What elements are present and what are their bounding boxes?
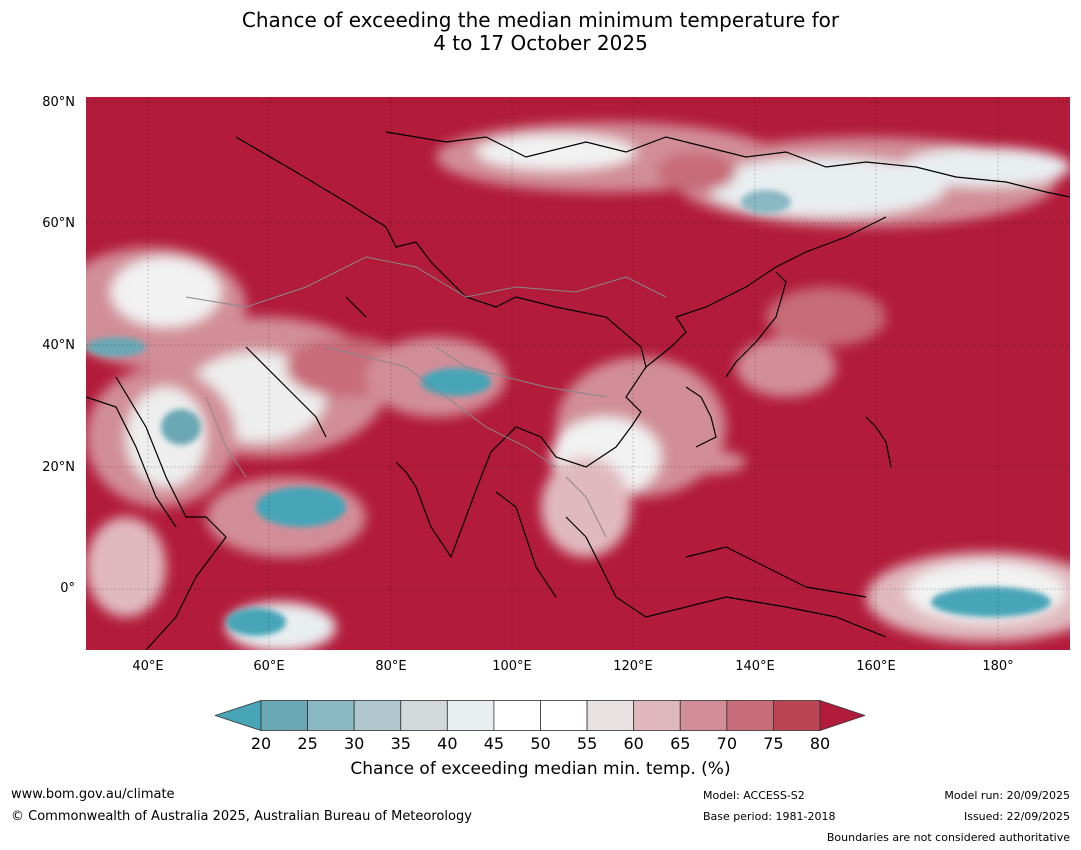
low-chance-areas [86,190,1051,636]
footer-base-period: Base period: 1981-2018 [703,810,836,823]
lon-label-160e: 160°E [856,659,896,674]
lat-label-40n: 40°N [42,338,75,353]
colorbar-bin [540,700,588,731]
colorbar-bin [307,700,355,731]
colorbar-tick-label: 50 [530,734,551,753]
country-boundaries [185,256,667,538]
colorbar-bin [773,700,821,731]
lon-label-60e: 60°E [253,659,285,674]
colorbar-label: Chance of exceeding median min. temp. (%… [350,759,731,779]
lon-label-180: 180° [982,659,1014,674]
footer-model: Model: ACCESS-S2 [703,789,805,802]
moderate-chance-areas [86,122,1070,650]
colorbar-bin [726,700,774,731]
lat-label-80n: 80°N [42,95,75,110]
lat-label-60n: 60°N [42,216,75,231]
colorbar-bin [679,700,728,731]
title-line-2: 4 to 17 October 2025 [433,31,648,55]
lat-label-0: 0° [60,581,75,596]
colorbar-tick-label: 65 [670,734,691,753]
colorbar-tick-label: 70 [716,734,738,753]
colorbar-bins [260,700,821,731]
colorbar-bin [353,700,402,731]
colorbar-tick-label: 25 [297,734,318,753]
lat-label-20n: 20°N [42,460,75,475]
colorbar-tick-label: 75 [763,734,784,753]
graticule [86,97,1070,650]
colorbar-low-extension [215,700,262,731]
colorbar-tick-label: 30 [343,734,365,753]
colorbar-bin [633,700,681,731]
footer-disclaimer: Boundaries are not considered authoritat… [826,831,1070,844]
colorbar-tick-label: 20 [250,734,272,753]
footer-model-run: Model run: 20/09/2025 [944,789,1070,802]
colorbar-tick-label: 80 [809,734,831,753]
lon-label-40e: 40°E [132,659,164,674]
lon-label-120e: 120°E [613,659,653,674]
map-title: Chance of exceeding the median minimum t… [0,9,1081,55]
colorbar [215,700,865,731]
colorbar-tick-label: 35 [390,734,411,753]
colorbar-bin [260,700,308,731]
colorbar-bin [493,700,541,731]
colorbar-bin [400,700,448,731]
map-panel [86,97,1070,650]
lon-label-100e: 100°E [492,659,532,674]
probability-map [86,97,1070,650]
lon-label-140e: 140°E [735,659,775,674]
colorbar-tick-label: 55 [576,734,598,753]
colorbar-tick-label: 60 [623,734,644,753]
footer-issued: Issued: 22/09/2025 [963,810,1070,823]
footer-url: www.bom.gov.au/climate [11,787,175,802]
colorbar-high-extension [819,700,865,731]
lon-label-80e: 80°E [375,659,407,674]
colorbar-bin [446,700,495,731]
colorbar-tick-label: 45 [483,734,505,753]
colorbar-bin [586,700,635,731]
colorbar-tick-label: 40 [437,734,458,753]
title-line-1: Chance of exceeding the median minimum t… [241,8,840,32]
footer-copyright: © Commonwealth of Australia 2025, Austra… [11,809,472,824]
coastlines [86,131,1070,650]
